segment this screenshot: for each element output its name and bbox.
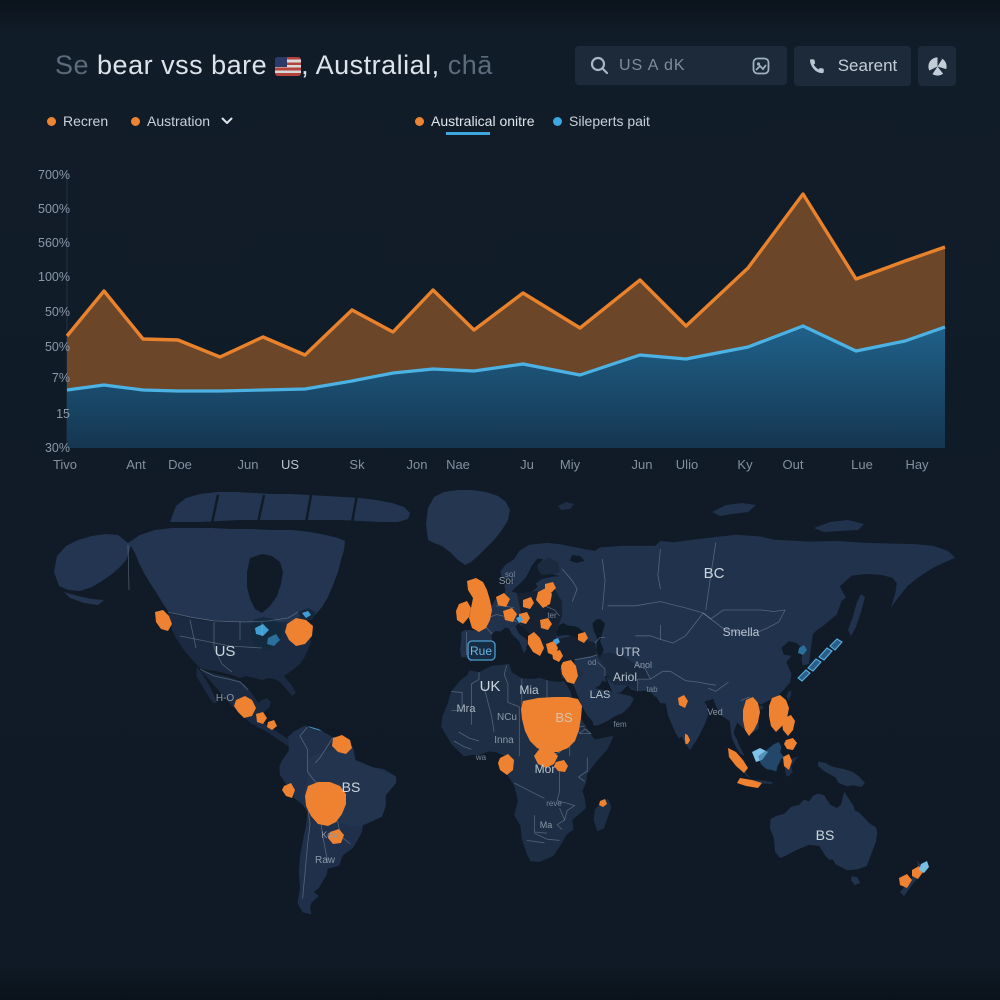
svg-text:Anol: Anol bbox=[634, 660, 652, 670]
svg-text:od: od bbox=[588, 658, 597, 667]
svg-text:50%: 50% bbox=[45, 305, 70, 319]
svg-text:Sk: Sk bbox=[349, 457, 365, 472]
svg-text:7%: 7% bbox=[52, 371, 70, 385]
svg-text:Ariol: Ariol bbox=[613, 670, 637, 684]
svg-text:NCu: NCu bbox=[497, 712, 517, 723]
svg-text:UK: UK bbox=[480, 678, 501, 695]
svg-text:Raw: Raw bbox=[315, 855, 336, 866]
svg-text:LAS: LAS bbox=[590, 689, 611, 701]
svg-text:sol: sol bbox=[505, 570, 515, 579]
svg-text:tab: tab bbox=[646, 685, 658, 694]
svg-text:30%: 30% bbox=[45, 441, 70, 455]
svg-text:Lue: Lue bbox=[851, 457, 873, 472]
svg-text:Out: Out bbox=[783, 457, 804, 472]
svg-text:UTR: UTR bbox=[616, 645, 641, 659]
svg-text:ter: ter bbox=[547, 611, 557, 620]
svg-text:Ky: Ky bbox=[737, 457, 753, 472]
svg-text:Mor: Mor bbox=[535, 762, 556, 776]
svg-text:Doe: Doe bbox=[168, 457, 192, 472]
svg-text:15: 15 bbox=[56, 407, 70, 421]
svg-text:560%: 560% bbox=[38, 236, 70, 250]
svg-text:Hay: Hay bbox=[905, 457, 929, 472]
svg-text:BC: BC bbox=[704, 565, 725, 582]
svg-text:Jon: Jon bbox=[407, 457, 428, 472]
svg-text:Kow: Kow bbox=[321, 830, 339, 840]
svg-text:Mra: Mra bbox=[457, 703, 477, 715]
svg-text:BS: BS bbox=[342, 779, 361, 795]
svg-text:US: US bbox=[215, 643, 236, 660]
svg-text:BS: BS bbox=[816, 827, 835, 843]
svg-text:Jun: Jun bbox=[238, 457, 259, 472]
svg-text:Jun: Jun bbox=[632, 457, 653, 472]
svg-text:BS: BS bbox=[555, 710, 573, 725]
svg-text:50%: 50% bbox=[45, 340, 70, 354]
svg-text:Smella: Smella bbox=[723, 625, 760, 639]
svg-text:wa: wa bbox=[475, 753, 487, 762]
svg-text:Nae: Nae bbox=[446, 457, 470, 472]
svg-text:500%: 500% bbox=[38, 202, 70, 216]
svg-text:reve: reve bbox=[546, 799, 562, 808]
svg-text:Inna: Inna bbox=[494, 735, 514, 746]
svg-text:Mia: Mia bbox=[519, 683, 539, 697]
svg-text:700%: 700% bbox=[38, 168, 70, 182]
svg-text:Ved: Ved bbox=[707, 707, 723, 717]
svg-text:Soi: Soi bbox=[499, 576, 513, 587]
svg-text:Tivo: Tivo bbox=[53, 457, 77, 472]
svg-text:Ant: Ant bbox=[126, 457, 146, 472]
svg-text:H-O: H-O bbox=[216, 693, 235, 704]
svg-text:fem: fem bbox=[613, 720, 627, 729]
svg-text:Ma: Ma bbox=[540, 820, 553, 830]
svg-text:Ju: Ju bbox=[520, 457, 534, 472]
svg-text:100%: 100% bbox=[38, 270, 70, 284]
svg-text:Ulio: Ulio bbox=[676, 457, 698, 472]
svg-text:Rue: Rue bbox=[470, 644, 492, 658]
svg-text:Miy: Miy bbox=[560, 457, 581, 472]
svg-text:US: US bbox=[281, 457, 299, 472]
